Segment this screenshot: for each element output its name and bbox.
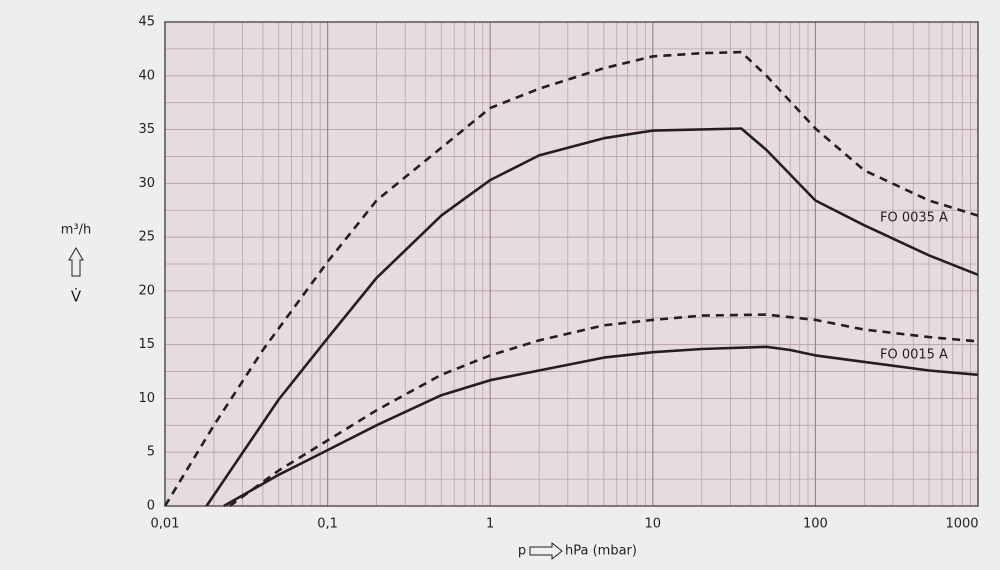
dashed-curve	[228, 313, 979, 508]
y-axis-label: m³/h	[61, 223, 92, 238]
y-arrow	[68, 247, 84, 277]
y-tick-label: 0	[147, 499, 155, 514]
x-tick-label: 100	[803, 517, 828, 532]
x-tick-label: 0,01	[151, 517, 180, 532]
plot-border	[164, 21, 979, 507]
curve-annotation: FO 0015 A	[880, 348, 948, 363]
y-tick-label: 20	[138, 283, 155, 298]
x-arrow	[529, 541, 563, 561]
x-tick-label: 0,1	[317, 517, 338, 532]
y-tick-label: 25	[138, 230, 155, 245]
y-tick-label: 40	[138, 68, 155, 83]
x-axis-label: hPa (mbar)	[565, 544, 637, 559]
y-axis-symbol: V̇	[71, 287, 82, 306]
curve-annotation: FO 0035 A	[880, 211, 948, 226]
x-tick-label: 10	[645, 517, 662, 532]
y-tick-label: 45	[138, 15, 155, 30]
x-tick-label: 1	[486, 517, 494, 532]
y-tick-label: 30	[138, 176, 155, 191]
x-tick-label: 1000	[945, 517, 978, 532]
curves	[163, 50, 979, 508]
y-tick-label: 35	[138, 122, 155, 137]
y-tick-label: 10	[138, 391, 155, 406]
y-tick-label: 5	[147, 445, 155, 460]
y-tick-label: 15	[138, 337, 155, 352]
solid-curve	[223, 345, 979, 508]
dashed-curve	[163, 50, 979, 507]
x-axis-symbol: p	[518, 544, 526, 559]
solid-curve	[205, 127, 979, 507]
